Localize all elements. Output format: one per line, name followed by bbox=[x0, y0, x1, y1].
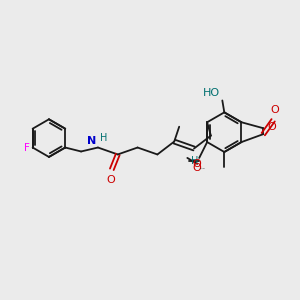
Text: O: O bbox=[271, 105, 280, 115]
Text: O: O bbox=[106, 175, 115, 185]
Text: N: N bbox=[87, 136, 96, 146]
Text: O: O bbox=[193, 163, 202, 173]
Text: H: H bbox=[100, 133, 107, 142]
Text: H: H bbox=[191, 156, 199, 167]
Text: F: F bbox=[24, 142, 30, 152]
Text: O: O bbox=[267, 122, 276, 132]
Text: Methoxy: Methoxy bbox=[200, 168, 206, 169]
Text: O: O bbox=[193, 159, 202, 169]
Text: HO: HO bbox=[203, 88, 220, 98]
